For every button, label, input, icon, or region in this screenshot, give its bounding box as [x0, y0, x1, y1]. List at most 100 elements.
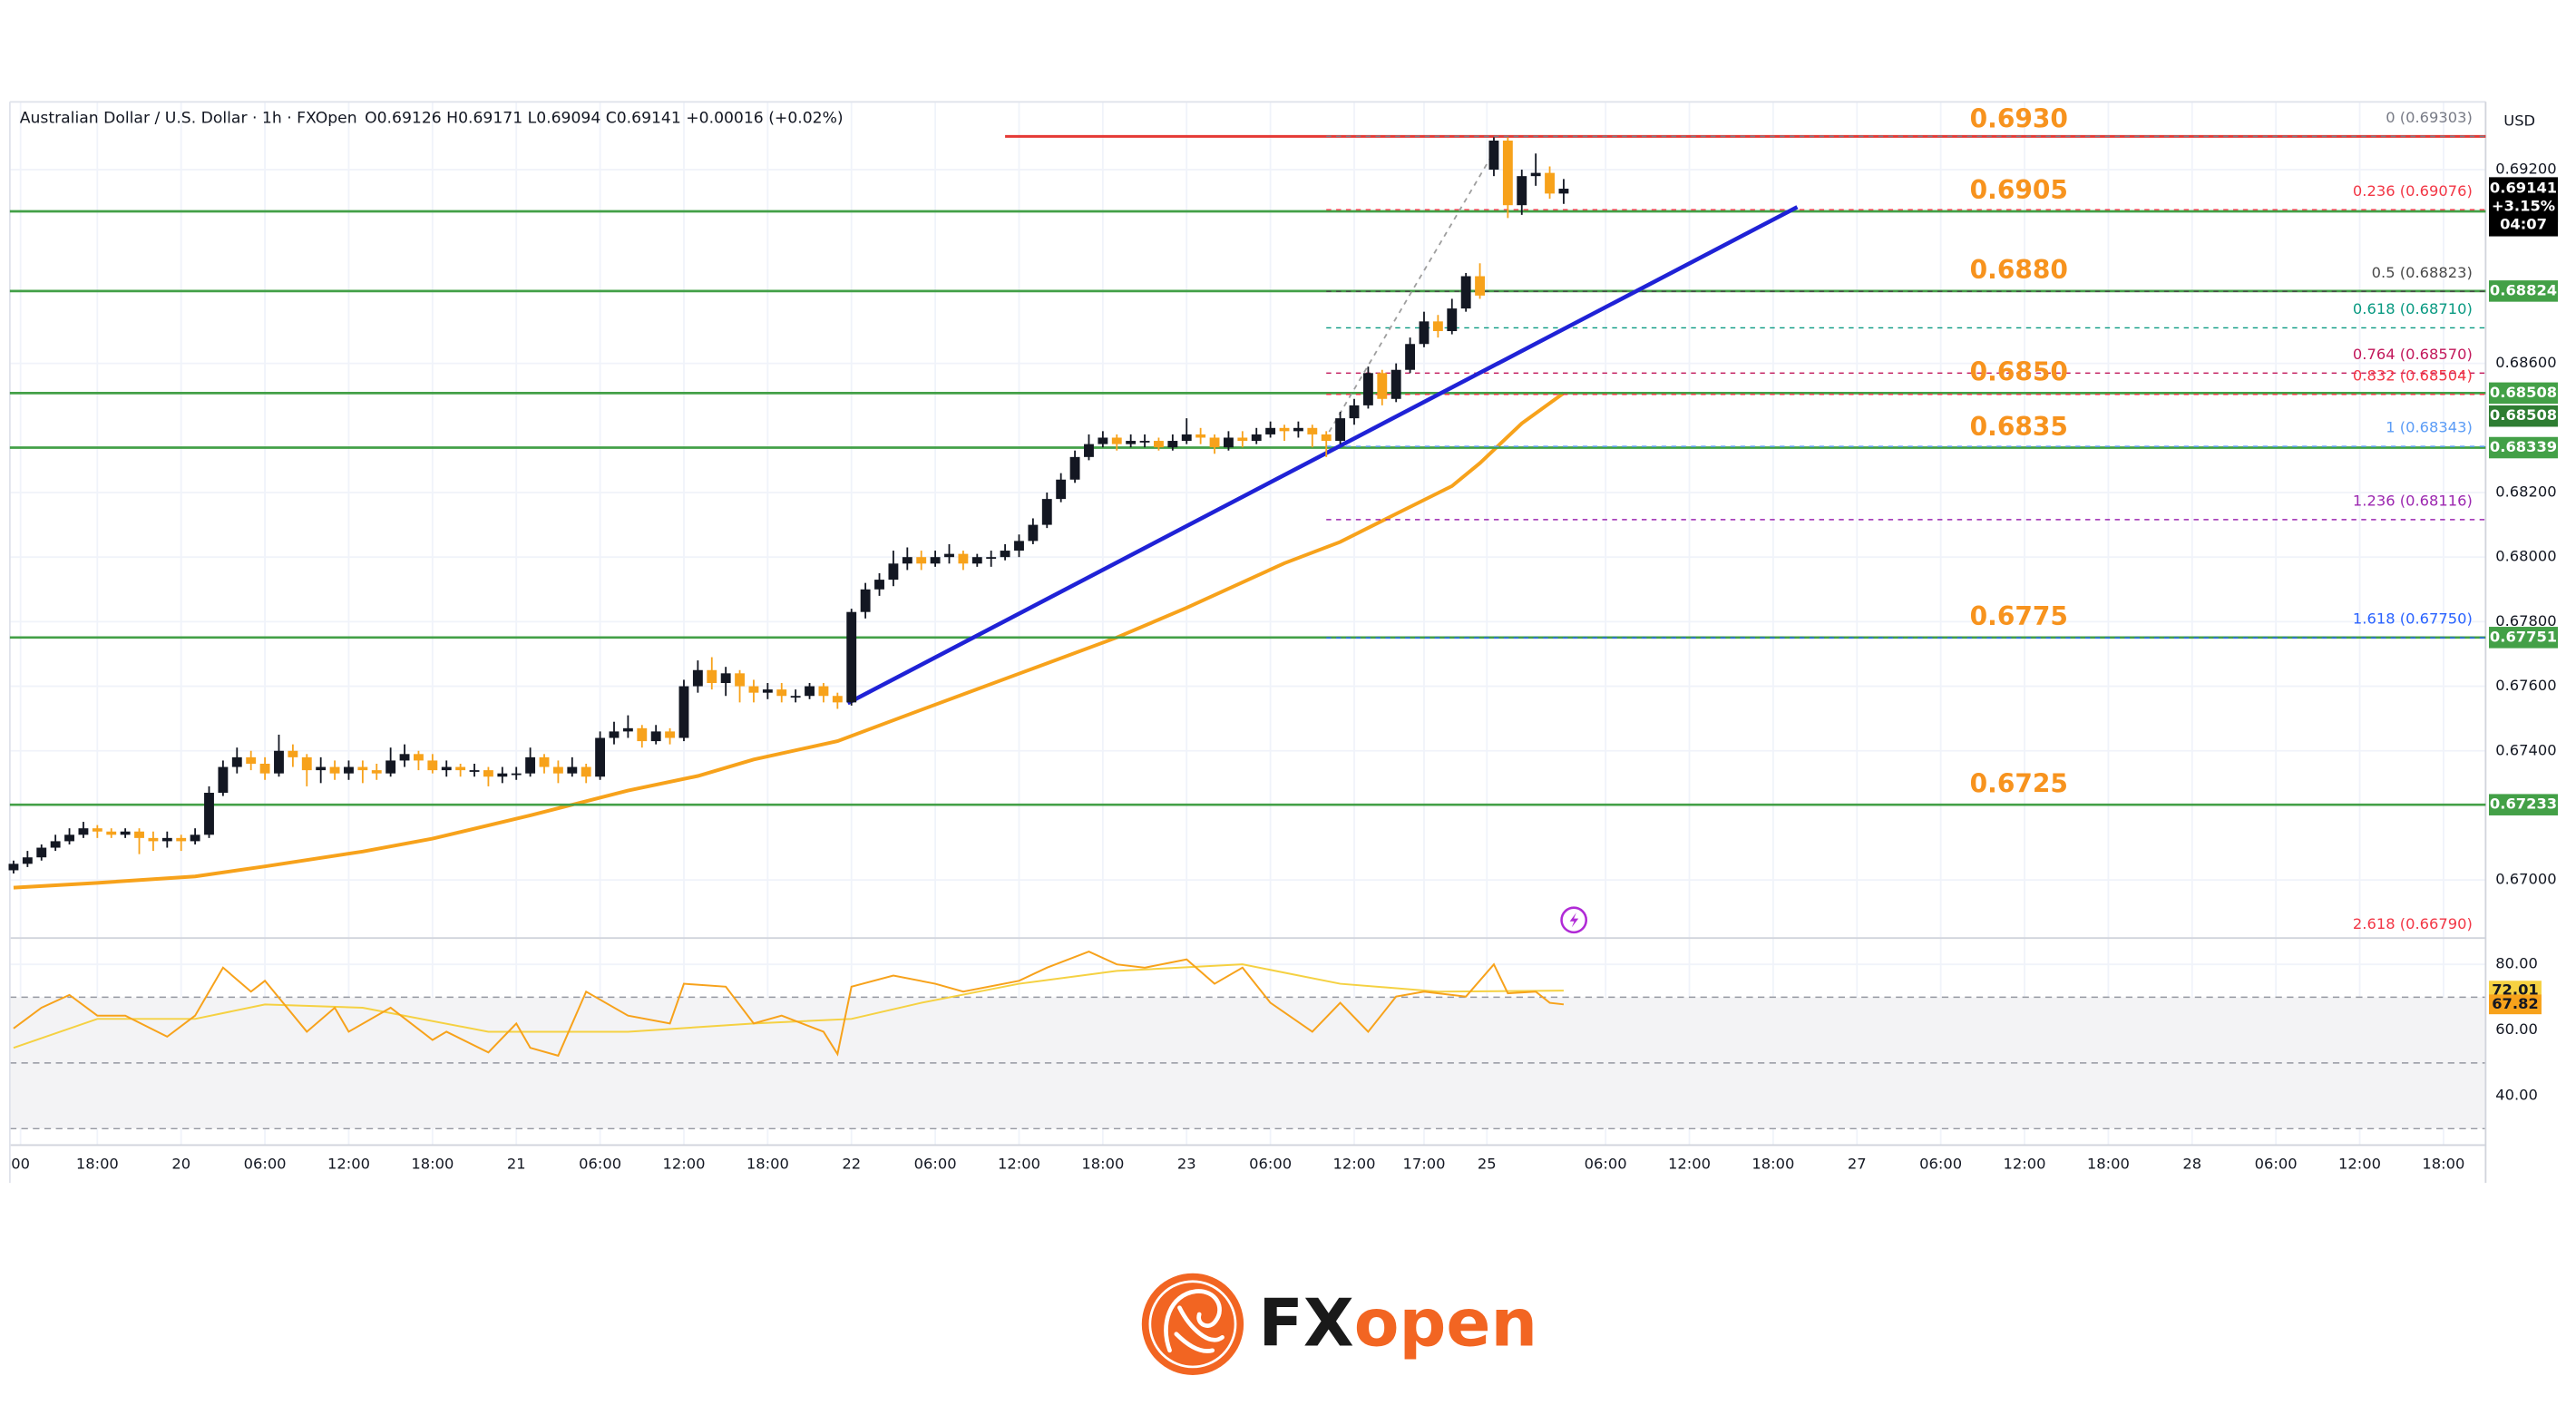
candle-body — [50, 841, 61, 848]
candle-body — [455, 766, 466, 771]
candle-body — [218, 766, 229, 794]
candle-body — [1349, 405, 1360, 419]
candle-body — [1475, 276, 1486, 296]
candle-body — [22, 857, 33, 864]
candle-body — [344, 766, 354, 774]
candle-body — [707, 669, 717, 684]
candle-body — [1362, 373, 1373, 405]
candle-body — [1447, 308, 1458, 332]
candle-body — [581, 766, 591, 777]
price-tag — [2488, 436, 2559, 459]
price-tag-label: 0.67751 — [2490, 628, 2557, 645]
price-tag — [2488, 382, 2559, 405]
fib-label: 0.832 (0.68504) — [2353, 366, 2473, 384]
ohlc: O0.69126 H0.69171 L0.69094 C0.69141 +0.0… — [365, 109, 844, 127]
candle-body — [161, 837, 172, 842]
candle-body — [371, 770, 382, 774]
candle-body — [176, 837, 187, 842]
price-tag — [2488, 794, 2559, 815]
x-tick-label: 12:00 — [998, 1156, 1040, 1173]
candles — [8, 137, 1569, 874]
candle-body — [8, 864, 19, 871]
x-tick-label: 12:00 — [327, 1156, 370, 1173]
candle-body — [874, 580, 884, 590]
candle-body — [316, 766, 327, 771]
candle-body — [1223, 437, 1234, 448]
candle-body — [134, 831, 144, 838]
x-tick-label: 18:00 — [746, 1156, 789, 1173]
candle-body — [1056, 479, 1067, 500]
candle-body — [231, 756, 242, 767]
alert-circle — [1560, 906, 1588, 934]
x-tick-label: 06:00 — [1249, 1156, 1292, 1173]
candle-body — [1028, 524, 1039, 542]
fib-label: 0 (0.69303) — [2386, 109, 2473, 126]
candle-body — [1517, 176, 1527, 206]
fib-label: 1.236 (0.68116) — [2353, 492, 2473, 509]
y-tick-label: 0.68000 — [2495, 548, 2556, 565]
y-tick-label: 0.67800 — [2495, 612, 2556, 629]
candle-body — [204, 793, 214, 835]
candle-body — [735, 673, 745, 687]
x-tick-label: 12:00 — [2004, 1156, 2046, 1173]
x-tick-label: 06:00 — [1919, 1156, 1962, 1173]
candle-body — [483, 770, 493, 777]
candle-body — [1293, 427, 1303, 432]
candle-body — [1209, 437, 1220, 448]
logo-ring — [1148, 1280, 1237, 1369]
candle-body — [1014, 541, 1024, 551]
candle-body — [1321, 434, 1332, 442]
candle-body — [1405, 344, 1416, 370]
candle-body — [1377, 373, 1388, 399]
candle-body — [357, 766, 368, 771]
candle-body — [1530, 172, 1541, 177]
candle-body — [567, 766, 578, 774]
x-tick-label: 20 — [171, 1156, 190, 1173]
x-tick-label: 22 — [842, 1156, 861, 1173]
price-badge-countdown: 04:07 — [2500, 215, 2547, 232]
lines — [9, 134, 2486, 1058]
candle-body — [1195, 434, 1206, 438]
currency: USD — [2503, 112, 2535, 130]
candle-body — [1167, 441, 1178, 448]
candle-body — [818, 686, 829, 697]
level-label: 0.6930 — [1970, 103, 2068, 133]
candle-body — [246, 756, 257, 764]
rsi-badge-label: 67.82 — [2492, 995, 2539, 1012]
fib-connector — [1323, 143, 1499, 441]
ma-tag — [2488, 405, 2559, 427]
candle-body — [986, 557, 997, 559]
candle-body — [1390, 369, 1401, 399]
candle-body — [790, 696, 801, 698]
logo-text: FXopen — [1258, 1285, 1537, 1361]
x-tick-label: 18:00 — [76, 1156, 119, 1173]
candle-body — [552, 766, 563, 774]
x-tick-label: 12:00 — [1333, 1156, 1376, 1173]
rsi-ma-line — [13, 963, 1564, 1049]
x-tick-label: 12:00 — [1668, 1156, 1711, 1173]
candle-body — [930, 557, 941, 564]
candle-body — [650, 731, 661, 742]
y-tick-label: 0.67600 — [2495, 677, 2556, 694]
price-tag — [2488, 280, 2559, 302]
candle-body — [1432, 321, 1443, 332]
fib-label: 0.5 (0.68823) — [2372, 264, 2473, 281]
x-tick-label: 21 — [507, 1156, 526, 1173]
candle-body — [832, 696, 843, 703]
candle-body — [1279, 427, 1290, 432]
candle-body — [1041, 499, 1052, 525]
x-tick-label: 23 — [1177, 1156, 1196, 1173]
price-tag — [2488, 627, 2559, 649]
x-tick-label: 06:00 — [1585, 1156, 1627, 1173]
fib-label: 2.618 (0.66790) — [2353, 915, 2473, 932]
x-tick-label: 25 — [1478, 1156, 1497, 1173]
candle-body — [665, 731, 676, 738]
candle-body — [1098, 437, 1108, 444]
candle-body — [414, 754, 424, 761]
candle-body — [1265, 427, 1276, 434]
candle-body — [1111, 437, 1122, 444]
logo: FXopen — [1141, 1273, 1537, 1375]
candle-body — [622, 727, 633, 732]
